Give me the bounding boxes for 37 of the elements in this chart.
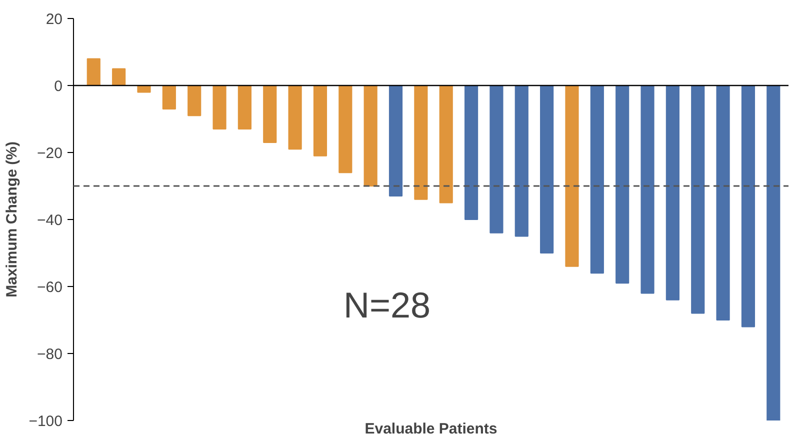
- bar: [640, 85, 654, 294]
- bar: [766, 85, 780, 420]
- bar: [313, 85, 328, 156]
- bar: [464, 85, 478, 220]
- bar: [666, 85, 680, 300]
- bar: [514, 85, 528, 237]
- bar: [565, 85, 579, 267]
- y-axis-title: Maximum Change (%): [4, 142, 21, 298]
- bar: [162, 85, 176, 110]
- bar: [716, 85, 730, 320]
- x-axis-title: Evaluable Patients: [364, 420, 498, 438]
- bar: [540, 85, 554, 254]
- bar: [364, 85, 378, 186]
- bar: [388, 85, 403, 197]
- y-tick-label: −60: [37, 279, 63, 296]
- y-tick-label: 0: [54, 78, 62, 95]
- bar: [741, 85, 756, 328]
- bar: [188, 85, 202, 116]
- bar: [590, 85, 604, 274]
- bar: [112, 68, 126, 86]
- bar: [414, 85, 428, 200]
- y-tick-label: −20: [37, 145, 63, 162]
- bar: [691, 85, 705, 314]
- bar: [616, 85, 630, 284]
- bar: [338, 85, 352, 174]
- annotation: N=28: [344, 284, 431, 326]
- bar: [490, 85, 504, 234]
- bar: [238, 85, 252, 130]
- bar: [288, 85, 302, 150]
- bar: [263, 85, 277, 143]
- bar: [86, 58, 100, 86]
- y-tick-label: −40: [37, 212, 63, 229]
- bar: [212, 85, 226, 130]
- bar: [439, 85, 453, 204]
- y-tick-label: −80: [37, 346, 63, 363]
- y-tick-label: 20: [46, 11, 63, 28]
- y-tick-label: −100: [28, 413, 63, 430]
